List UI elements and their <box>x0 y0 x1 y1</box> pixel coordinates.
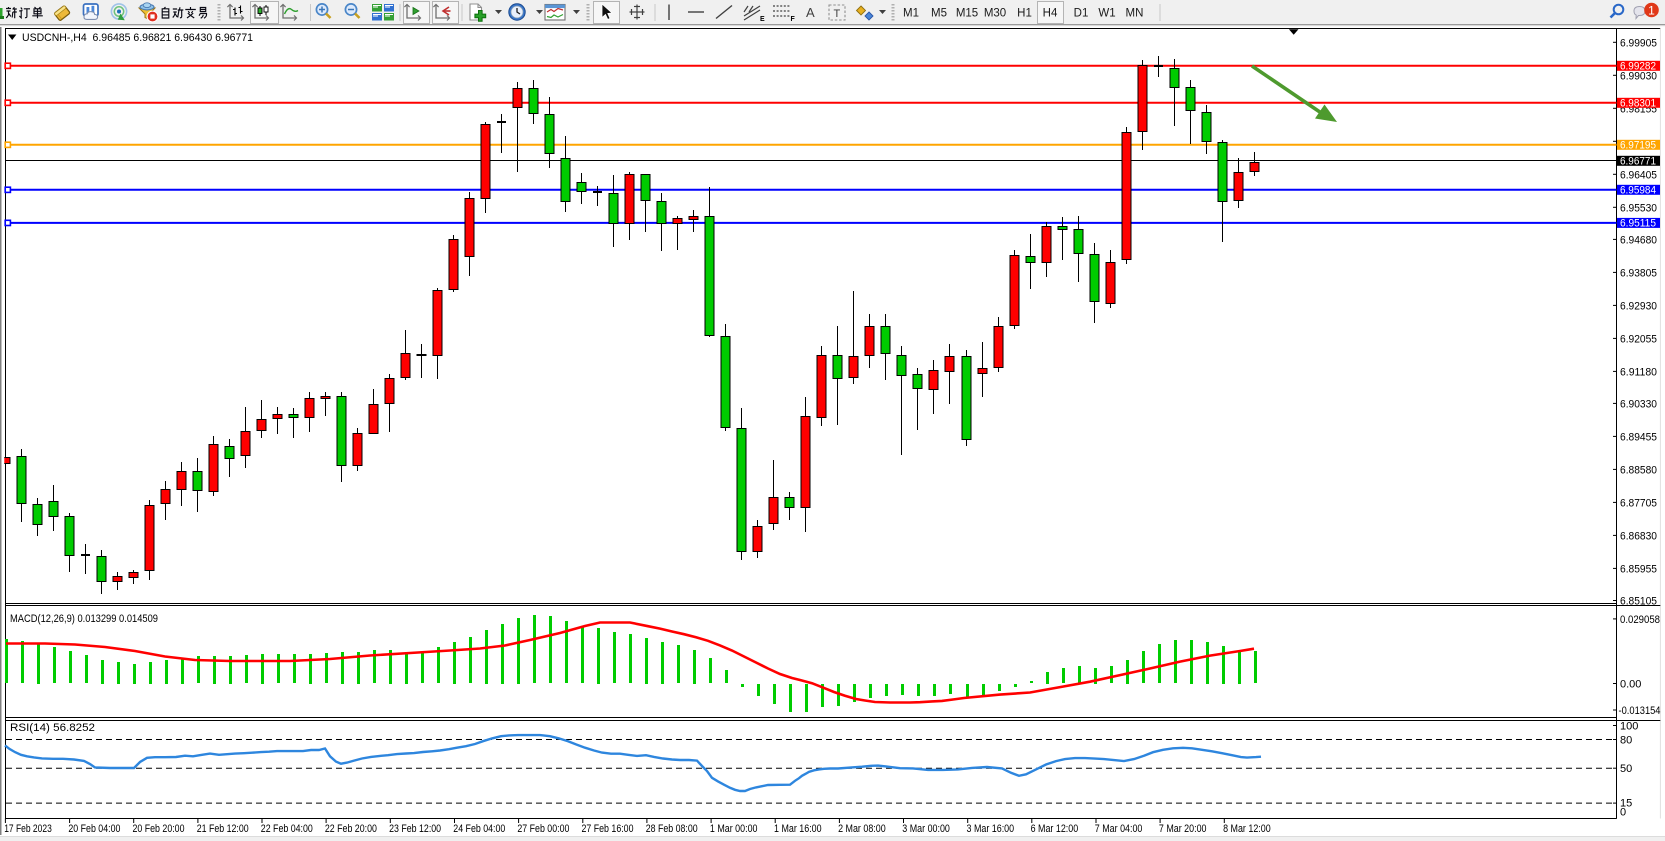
svg-text:6.93805: 6.93805 <box>1620 267 1657 279</box>
svg-text:6.88580: 6.88580 <box>1620 464 1657 476</box>
svg-text:6.99905: 6.99905 <box>1620 37 1657 49</box>
svg-text:MN: MN <box>1126 8 1144 20</box>
svg-text:6.96771: 6.96771 <box>1620 156 1656 168</box>
svg-text:1 Mar 16:00: 1 Mar 16:00 <box>774 823 822 835</box>
svg-text:6 Mar 12:00: 6 Mar 12:00 <box>1031 823 1079 835</box>
svg-text:7 Mar 20:00: 7 Mar 20:00 <box>1159 823 1207 835</box>
svg-text:M15: M15 <box>956 8 978 20</box>
svg-text:M1: M1 <box>903 8 919 20</box>
svg-text:6.95984: 6.95984 <box>1620 185 1656 197</box>
svg-text:20 Feb 04:00: 20 Feb 04:00 <box>68 823 120 835</box>
svg-text:8 Mar 12:00: 8 Mar 12:00 <box>1223 823 1271 835</box>
svg-text:20 Feb 20:00: 20 Feb 20:00 <box>133 823 185 835</box>
svg-text:USDCNH-,H4 6.96485 6.96821 6.: USDCNH-,H4 6.96485 6.96821 6.96430 6.967… <box>22 32 253 44</box>
svg-text:27 Feb 16:00: 27 Feb 16:00 <box>582 823 634 835</box>
svg-text:RSI(14) 56.8252: RSI(14) 56.8252 <box>10 722 95 734</box>
svg-text:6.87705: 6.87705 <box>1620 497 1657 509</box>
svg-text:6.99282: 6.99282 <box>1620 61 1656 73</box>
svg-text:0.029058: 0.029058 <box>1620 614 1660 626</box>
svg-text:7 Mar 04:00: 7 Mar 04:00 <box>1095 823 1143 835</box>
svg-text:M5: M5 <box>931 8 947 20</box>
svg-text:100: 100 <box>1620 721 1638 733</box>
svg-text:A: A <box>806 5 815 20</box>
svg-text:T: T <box>834 8 841 20</box>
svg-text:17 Feb 2023: 17 Feb 2023 <box>4 823 52 835</box>
svg-text:2 Mar 08:00: 2 Mar 08:00 <box>838 823 886 835</box>
svg-text:0.00: 0.00 <box>1620 679 1641 691</box>
svg-text:0: 0 <box>1620 807 1626 819</box>
svg-text:F: F <box>791 16 796 23</box>
svg-text:3 Mar 16:00: 3 Mar 16:00 <box>967 823 1015 835</box>
svg-text:28 Feb 08:00: 28 Feb 08:00 <box>646 823 698 835</box>
svg-text:1: 1 <box>1648 3 1655 17</box>
svg-text:6.92055: 6.92055 <box>1620 333 1657 345</box>
svg-text:21 Feb 12:00: 21 Feb 12:00 <box>197 823 249 835</box>
svg-text:6.99030: 6.99030 <box>1620 70 1657 82</box>
svg-text:6.98301: 6.98301 <box>1620 98 1656 110</box>
svg-text:6.86830: 6.86830 <box>1620 530 1657 542</box>
svg-text:W1: W1 <box>1098 8 1115 20</box>
svg-text:E: E <box>760 16 765 23</box>
svg-text:22 Feb 20:00: 22 Feb 20:00 <box>325 823 377 835</box>
svg-text:80: 80 <box>1620 735 1632 747</box>
svg-text:22 Feb 04:00: 22 Feb 04:00 <box>261 823 313 835</box>
svg-text:MACD(12,26,9) 0.013299 0.01450: MACD(12,26,9) 0.013299 0.014509 <box>10 613 158 625</box>
svg-text:15: 15 <box>1620 798 1632 810</box>
svg-text:3 Mar 00:00: 3 Mar 00:00 <box>902 823 950 835</box>
svg-text:D1: D1 <box>1074 8 1089 20</box>
svg-text:6.85955: 6.85955 <box>1620 563 1657 575</box>
svg-text:M30: M30 <box>984 8 1006 20</box>
svg-text:6.90330: 6.90330 <box>1620 398 1657 410</box>
svg-text:6.89455: 6.89455 <box>1620 431 1657 443</box>
svg-text:6.96405: 6.96405 <box>1620 169 1657 181</box>
svg-text:6.85105: 6.85105 <box>1620 596 1657 608</box>
svg-text:23 Feb 12:00: 23 Feb 12:00 <box>389 823 441 835</box>
svg-text:H4: H4 <box>1043 8 1058 20</box>
svg-text:6.95530: 6.95530 <box>1620 202 1657 214</box>
svg-text:6.97195: 6.97195 <box>1620 140 1656 152</box>
svg-text:1 Mar 00:00: 1 Mar 00:00 <box>710 823 758 835</box>
svg-text:27 Feb 00:00: 27 Feb 00:00 <box>517 823 569 835</box>
svg-text:-0.013154: -0.013154 <box>1619 705 1661 717</box>
svg-text:50: 50 <box>1620 763 1632 775</box>
svg-text:H1: H1 <box>1017 8 1032 20</box>
svg-text:6.91180: 6.91180 <box>1620 366 1657 378</box>
svg-text:6.95115: 6.95115 <box>1620 218 1656 230</box>
svg-text:6.94680: 6.94680 <box>1620 234 1657 246</box>
svg-text:24 Feb 04:00: 24 Feb 04:00 <box>453 823 505 835</box>
svg-text:6.92930: 6.92930 <box>1620 300 1657 312</box>
